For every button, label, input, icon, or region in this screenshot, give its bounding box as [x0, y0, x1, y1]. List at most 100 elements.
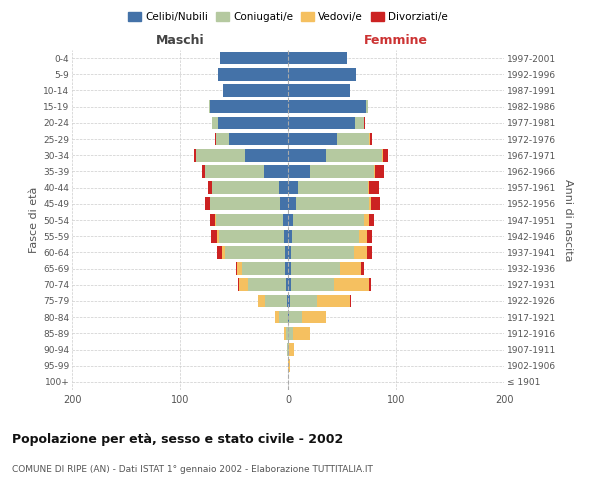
Bar: [288, 116, 355, 129]
Bar: [217, 230, 219, 242]
Bar: [288, 182, 298, 194]
Bar: [248, 278, 286, 291]
Text: Maschi: Maschi: [155, 34, 205, 47]
Bar: [280, 311, 288, 324]
Bar: [293, 214, 364, 226]
Bar: [369, 198, 371, 210]
Bar: [237, 262, 242, 275]
Bar: [218, 68, 288, 80]
Bar: [317, 294, 350, 308]
Bar: [205, 165, 264, 177]
Bar: [371, 198, 380, 210]
Legend: Celibi/Nubili, Coniugati/e, Vedovi/e, Divorziati/e: Celibi/Nubili, Coniugati/e, Vedovi/e, Di…: [124, 8, 452, 26]
Bar: [258, 294, 265, 308]
Bar: [210, 198, 280, 210]
Bar: [288, 52, 347, 64]
Bar: [361, 262, 364, 275]
Bar: [292, 230, 359, 242]
Bar: [280, 198, 288, 210]
Bar: [288, 311, 289, 324]
Bar: [288, 230, 292, 242]
Bar: [369, 278, 371, 291]
Bar: [289, 343, 295, 356]
Bar: [210, 100, 288, 113]
Bar: [370, 132, 372, 145]
Bar: [212, 116, 218, 129]
Bar: [288, 149, 326, 162]
Bar: [288, 214, 293, 226]
Bar: [355, 116, 364, 129]
Bar: [245, 149, 288, 162]
Bar: [288, 360, 290, 372]
Bar: [288, 278, 291, 291]
Bar: [222, 246, 226, 258]
Y-axis label: Fasce di età: Fasce di età: [29, 187, 39, 253]
Bar: [288, 262, 291, 275]
Bar: [374, 165, 376, 177]
Bar: [337, 132, 369, 145]
Bar: [290, 294, 317, 308]
Bar: [264, 165, 288, 177]
Bar: [283, 214, 288, 226]
Bar: [288, 327, 293, 340]
Bar: [369, 182, 379, 194]
Bar: [275, 311, 280, 324]
Bar: [220, 52, 288, 64]
Bar: [359, 230, 367, 242]
Bar: [289, 311, 302, 324]
Bar: [291, 246, 354, 258]
Bar: [238, 278, 239, 291]
Bar: [382, 149, 383, 162]
Bar: [366, 100, 368, 113]
Bar: [208, 182, 212, 194]
Bar: [202, 165, 205, 177]
Bar: [369, 132, 370, 145]
Bar: [229, 132, 288, 145]
Bar: [291, 278, 334, 291]
Bar: [334, 278, 369, 291]
Bar: [288, 68, 356, 80]
Bar: [298, 182, 368, 194]
Bar: [293, 327, 310, 340]
Bar: [296, 198, 369, 210]
Bar: [284, 230, 288, 242]
Y-axis label: Anni di nascita: Anni di nascita: [563, 179, 572, 261]
Bar: [285, 246, 288, 258]
Bar: [367, 230, 372, 242]
Bar: [210, 214, 215, 226]
Bar: [302, 311, 326, 324]
Bar: [219, 230, 284, 242]
Bar: [218, 116, 288, 129]
Bar: [287, 294, 288, 308]
Bar: [287, 343, 288, 356]
Bar: [368, 182, 369, 194]
Bar: [217, 246, 222, 258]
Bar: [215, 132, 229, 145]
Text: COMUNE DI RIPE (AN) - Dati ISTAT 1° gennaio 2002 - Elaborazione TUTTITALIA.IT: COMUNE DI RIPE (AN) - Dati ISTAT 1° genn…: [12, 466, 373, 474]
Bar: [288, 84, 350, 97]
Bar: [286, 327, 288, 340]
Bar: [284, 327, 286, 340]
Bar: [369, 214, 374, 226]
Bar: [239, 278, 248, 291]
Bar: [383, 149, 388, 162]
Bar: [236, 262, 237, 275]
Text: Femmine: Femmine: [364, 34, 428, 47]
Bar: [286, 278, 288, 291]
Bar: [288, 165, 310, 177]
Bar: [364, 116, 365, 129]
Bar: [288, 294, 290, 308]
Bar: [288, 343, 289, 356]
Bar: [326, 149, 382, 162]
Bar: [209, 100, 210, 113]
Bar: [288, 100, 366, 113]
Bar: [215, 214, 283, 226]
Bar: [211, 230, 217, 242]
Bar: [354, 246, 367, 258]
Bar: [285, 262, 288, 275]
Bar: [242, 262, 285, 275]
Bar: [291, 262, 340, 275]
Bar: [205, 198, 210, 210]
Bar: [364, 214, 369, 226]
Bar: [340, 262, 361, 275]
